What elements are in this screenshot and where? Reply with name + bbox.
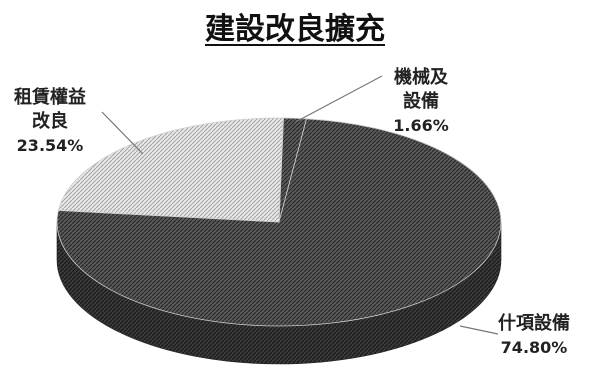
slice-lease-improvement [57, 117, 284, 223]
slice-name-lease-improvement: 租賃權益改良 [14, 87, 86, 132]
slice-value-machinery: 1.66% [393, 116, 449, 135]
leader-line-lease-improvement [101, 111, 144, 155]
chart-title: 建設改良擴充 [205, 12, 385, 47]
slice-name-machinery: 機械及設備 [394, 67, 448, 112]
slice-value-misc-equipment: 74.80% [500, 338, 568, 357]
slice-label-machinery: 機械及設備 1.66% [386, 66, 456, 138]
leader-line-misc-equipment [459, 325, 499, 335]
slice-label-lease-improvement: 租賃權益改良 23.54% [8, 86, 92, 158]
slice-value-lease-improvement: 23.54% [16, 136, 84, 155]
slice-name-misc-equipment: 什項設備 [498, 313, 570, 334]
leader-line-machinery [294, 75, 383, 123]
slice-label-misc-equipment: 什項設備 74.80% [498, 312, 570, 360]
